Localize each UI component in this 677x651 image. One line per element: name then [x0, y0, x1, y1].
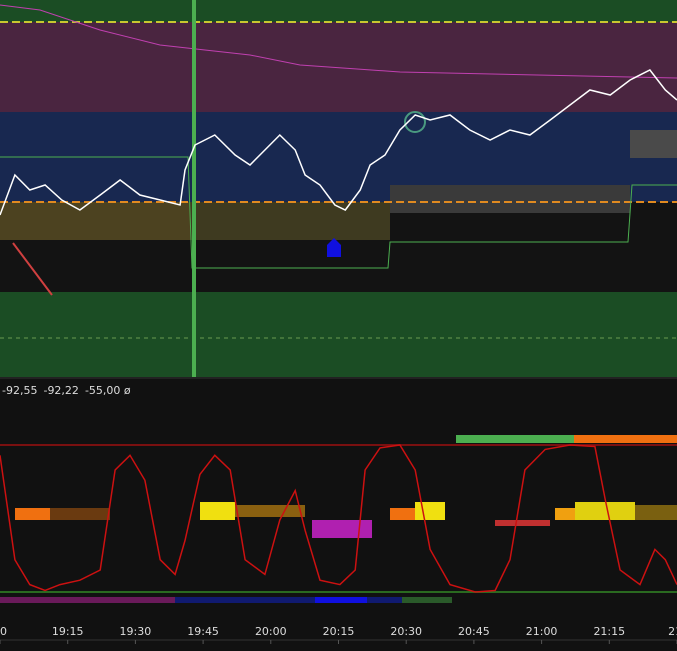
status-bar [0, 597, 175, 603]
histogram [15, 502, 677, 538]
hist-block [200, 502, 235, 520]
series-line [0, 69, 677, 216]
hist-block [312, 520, 372, 538]
x-tick-label: 19:30 [120, 625, 152, 638]
status-bar [402, 597, 452, 603]
x-tick-label: 19:15 [52, 625, 84, 638]
hist-block [415, 502, 445, 520]
zone-green-bottom [0, 292, 677, 377]
hist-block [635, 505, 677, 520]
hist-block [575, 502, 635, 520]
zone-pink [0, 22, 677, 112]
zone-yellow [190, 202, 390, 240]
series-line [0, 444, 677, 593]
x-tick-label: 19:45 [187, 625, 219, 638]
step-line [0, 156, 677, 269]
hist-block [235, 505, 305, 517]
status-bar [367, 597, 402, 603]
hist-block [555, 508, 575, 520]
x-tick-label: 20:15 [323, 625, 355, 638]
hist-block [15, 508, 50, 520]
zone-grey [390, 185, 630, 213]
status-bar [574, 435, 677, 443]
x-tick-label: 21:15 [593, 625, 625, 638]
zone-grey [630, 130, 677, 158]
arrow [12, 242, 53, 296]
status-bar [315, 597, 367, 603]
readout: -92,55 [2, 384, 37, 397]
hist-block [390, 508, 415, 520]
x-tick-label: 20:30 [390, 625, 422, 638]
x-tick-label: 20:00 [255, 625, 287, 638]
marker [327, 238, 341, 257]
hist-block [495, 520, 550, 526]
x-tick-label: 20:45 [458, 625, 490, 638]
readout: -55,00 ø [85, 384, 131, 397]
zone-yellow [0, 202, 190, 240]
hist-block [50, 508, 110, 520]
x-tick-label: 00 [0, 625, 7, 638]
x-tick-label: 21: [668, 625, 677, 638]
status-bar [456, 435, 574, 443]
readout: -92,22 [43, 384, 78, 397]
x-tick-label: 21:00 [526, 625, 558, 638]
marker [404, 111, 426, 133]
zone-green-top [0, 0, 677, 22]
status-bar [175, 597, 315, 603]
step-line [0, 4, 677, 79]
